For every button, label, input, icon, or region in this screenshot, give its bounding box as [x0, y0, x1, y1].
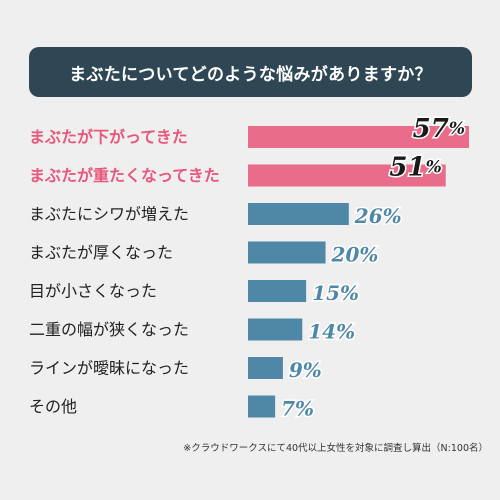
bar — [248, 203, 349, 225]
bar — [248, 395, 276, 418]
category-label: まぶたが重たくなってきた — [29, 166, 220, 185]
value-label: 15% — [312, 281, 359, 305]
bar — [248, 241, 326, 264]
bar — [248, 318, 303, 341]
value-label: 20% — [331, 243, 379, 267]
bar — [248, 164, 446, 187]
value-label: 51% — [389, 153, 441, 183]
bar — [248, 357, 283, 379]
category-label: その他 — [29, 397, 77, 416]
category-label: ラインが曖昧になった — [29, 359, 189, 378]
value-label: 26% — [354, 204, 402, 228]
chart-title: まぶたについてどのような悩みがありますか？ — [29, 47, 472, 97]
bar — [248, 126, 469, 148]
category-label: 目が小さくなった — [29, 282, 157, 301]
category-label: まぶたが下がってきた — [29, 128, 188, 147]
footnote: ※クラウドワークスにて40代以上女性を対象に調査し算出（N:100名） — [183, 443, 488, 454]
category-label: まぶたが厚くなった — [29, 243, 173, 262]
value-label: 14% — [308, 320, 355, 344]
value-label: 57% — [413, 114, 465, 144]
category-label: 二重の幅が狭くなった — [29, 320, 189, 339]
value-label: 9% — [289, 358, 322, 382]
bar — [248, 280, 307, 302]
value-label: 7% — [281, 397, 314, 421]
category-label: まぶたにシワが増えた — [29, 205, 189, 224]
